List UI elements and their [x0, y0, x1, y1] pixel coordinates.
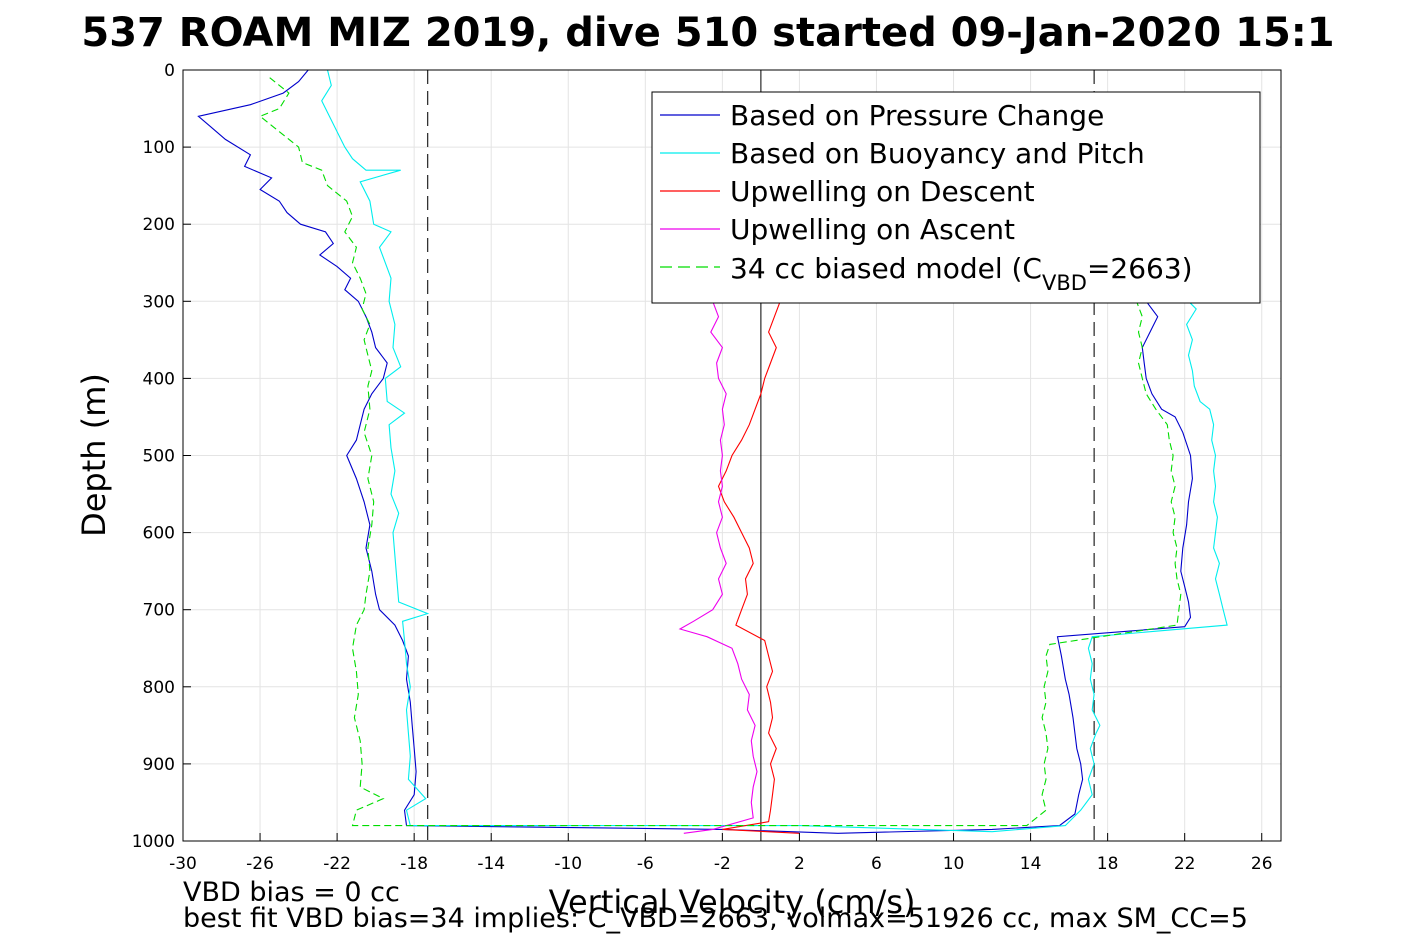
- legend-label: Based on Buoyancy and Pitch: [730, 137, 1145, 170]
- x-tick-label: -18: [400, 854, 428, 874]
- x-tick-label: 18: [1097, 854, 1119, 874]
- series-group: [197, 70, 1228, 834]
- footer-vbd-bias: VBD bias = 0 cc: [183, 877, 400, 908]
- x-tick-label: -30: [169, 854, 197, 874]
- x-axis-label: Vertical Velocity (cm/s): [549, 883, 916, 921]
- x-tick-label: -10: [554, 854, 582, 874]
- y-tick-label: 600: [143, 524, 175, 544]
- legend-label: Upwelling on Ascent: [730, 213, 1015, 246]
- chart-title: 537 ROAM MIZ 2019, dive 510 started 09-J…: [81, 10, 1334, 56]
- y-tick-label: 0: [164, 61, 175, 81]
- y-tick-label: 700: [143, 601, 175, 621]
- y-tick-label: 800: [143, 678, 175, 698]
- y-tick-label: 200: [143, 215, 175, 235]
- series-line-3: [717, 301, 800, 834]
- series-line-1: [197, 70, 1193, 834]
- x-tick-label: -26: [246, 854, 274, 874]
- footer-best-fit: best fit VBD bias=34 implies: C_VBD=2663…: [183, 903, 1248, 934]
- y-axis-ticks: 0 100 200 300 400 500 600 700 800 900 1000: [132, 61, 191, 852]
- x-axis-ticks: -30 -26 -22 -18 -14 -10 -6 -2 2 6 10 14 18 22 26: [169, 833, 1273, 874]
- series-line-4: [678, 301, 758, 834]
- legend-label: Based on Pressure Change: [730, 99, 1104, 132]
- y-axis-label: Depth (m): [75, 373, 113, 537]
- y-tick-label: 300: [143, 292, 175, 312]
- x-tick-label: 2: [794, 854, 805, 874]
- x-tick-label: 10: [943, 854, 965, 874]
- x-tick-label: -22: [323, 854, 351, 874]
- x-tick-label: -2: [714, 854, 731, 874]
- y-tick-label: 900: [143, 755, 175, 775]
- x-tick-label: -6: [637, 854, 654, 874]
- y-tick-label: 100: [143, 138, 175, 158]
- series-line-5: [259, 77, 1182, 827]
- x-tick-label: 22: [1174, 854, 1196, 874]
- legend-box: [651, 91, 1261, 304]
- y-tick-label: 1000: [132, 832, 175, 852]
- legend-label-biased-model: 34 cc biased model (CVBD=2663): [730, 252, 1193, 295]
- x-tick-label: -14: [477, 854, 505, 874]
- y-tick-label: 500: [143, 447, 175, 467]
- legend: Based on Pressure Change Based on Buoyanc…: [651, 91, 1261, 304]
- x-tick-label: 14: [1020, 854, 1042, 874]
- x-tick-label: 6: [871, 854, 882, 874]
- y-tick-label: 400: [143, 369, 175, 389]
- x-tick-label: 26: [1251, 854, 1273, 874]
- series-line-2: [321, 70, 1228, 833]
- legend-label: Upwelling on Descent: [730, 175, 1035, 208]
